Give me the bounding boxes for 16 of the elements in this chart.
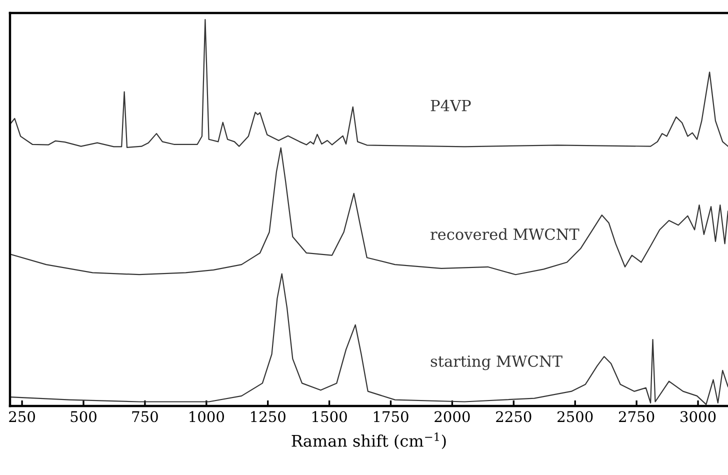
x-tick-label: 2500 bbox=[558, 411, 593, 422]
x-axis-title: Raman shift (cm$^{−1}$) bbox=[292, 432, 446, 450]
x-tick-label: 3000 bbox=[680, 411, 716, 422]
text: P4VP bbox=[430, 100, 471, 112]
x-tick-label: 2000 bbox=[434, 411, 470, 422]
x-tick-label: 1250 bbox=[251, 411, 286, 422]
x-tick-label: 500 bbox=[70, 411, 96, 422]
series-label: starting MWCNT bbox=[430, 355, 562, 370]
x-tick-label: 2250 bbox=[496, 411, 532, 422]
x-tick-label: 1500 bbox=[312, 411, 347, 422]
x-tick-label: 1000 bbox=[190, 411, 224, 422]
x-tick-label: 1750 bbox=[374, 411, 408, 422]
x-tick-label: 750 bbox=[132, 411, 158, 422]
x-tick-label: 250 bbox=[9, 411, 35, 422]
series-label: recovered MWCNT bbox=[430, 228, 580, 240]
x-tick-label: 2750 bbox=[618, 411, 654, 422]
